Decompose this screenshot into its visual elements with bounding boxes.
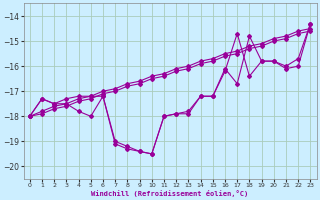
X-axis label: Windchill (Refroidissement éolien,°C): Windchill (Refroidissement éolien,°C) — [92, 190, 249, 197]
